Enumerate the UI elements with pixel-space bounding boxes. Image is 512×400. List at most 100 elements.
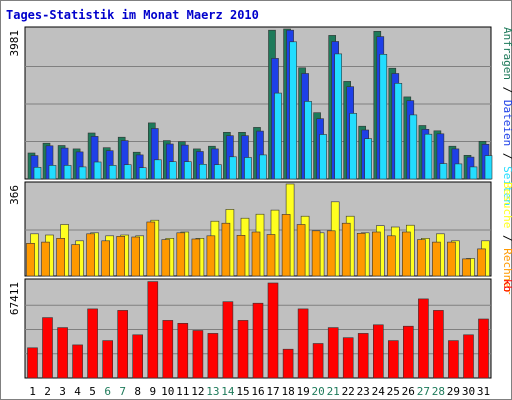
bar-rechner-day-24 <box>371 231 381 277</box>
day-label-31: 31 <box>477 385 490 398</box>
legend-separator: / <box>501 146 512 166</box>
bar-rechner-day-30 <box>462 258 471 277</box>
bar-kb-day-12 <box>192 330 204 379</box>
day-label-14: 14 <box>221 385 235 398</box>
bar-seiten-day-26 <box>409 114 418 180</box>
bar-kb-day-1 <box>27 347 38 379</box>
bar-seiten-day-16 <box>259 154 267 180</box>
bar-seiten-day-11 <box>184 161 192 180</box>
legend-item-kb: kb <box>501 279 512 292</box>
day-label-17: 17 <box>266 385 279 398</box>
bar-rechner-day-11 <box>176 232 186 277</box>
legend-item-anfragen: Anfragen <box>501 27 512 80</box>
bar-kb-day-21 <box>327 327 339 379</box>
legend-separator: / <box>501 228 512 248</box>
bar-rechner-day-10 <box>161 239 171 277</box>
panel-visits-max-label: 366 <box>8 185 21 205</box>
bar-kb-day-19 <box>297 308 309 379</box>
bar-seiten-day-22 <box>349 113 358 180</box>
bar-rechner-day-21 <box>326 230 336 277</box>
bar-kb-day-24 <box>372 324 384 379</box>
legend-visits: Besuche / Rechner <box>501 182 512 295</box>
bar-kb-day-15 <box>237 320 249 379</box>
bar-kb-day-30 <box>463 334 474 379</box>
bar-rechner-day-25 <box>386 235 396 277</box>
bar-rechner-day-27 <box>417 239 426 277</box>
bar-seiten-day-25 <box>394 83 403 180</box>
bar-seiten-day-1 <box>33 167 42 180</box>
panel-volume: 67411 <box>8 278 492 379</box>
bar-rechner-day-15 <box>236 235 246 277</box>
bar-seiten-day-28 <box>439 163 448 180</box>
bar-seiten-day-31 <box>484 155 493 180</box>
day-label-26: 26 <box>402 385 415 398</box>
panel-hits: 3981 <box>8 26 493 180</box>
legend-hits: Anfragen / Dateien / Seiten <box>501 27 512 206</box>
bar-kb-day-11 <box>177 322 189 379</box>
bar-seiten-day-23 <box>364 138 373 180</box>
bar-seiten-day-19 <box>304 101 312 180</box>
bar-seiten-day-5 <box>93 161 102 180</box>
bar-kb-day-9 <box>147 281 159 379</box>
bar-kb-day-22 <box>342 337 354 379</box>
bar-seiten-day-24 <box>379 53 388 180</box>
bar-rechner-day-4 <box>71 244 80 277</box>
bar-kb-day-8 <box>132 334 143 379</box>
bar-rechner-day-23 <box>356 233 366 277</box>
day-label-1: 1 <box>29 385 36 398</box>
bar-kb-day-2 <box>42 317 53 379</box>
bar-rechner-day-19 <box>296 224 306 277</box>
panel-hits-max-label: 3981 <box>8 30 21 57</box>
bar-kb-day-3 <box>57 327 68 379</box>
bar-seiten-day-8 <box>138 167 147 180</box>
day-label-22: 22 <box>342 385 355 398</box>
day-label-27: 27 <box>417 385 430 398</box>
panel-visits: 366 <box>8 181 492 277</box>
bar-seiten-day-2 <box>48 165 57 180</box>
bar-kb-day-18 <box>282 348 294 379</box>
bar-rechner-day-2 <box>41 241 50 277</box>
bar-seiten-day-4 <box>78 166 87 180</box>
panel-volume-max-label: 67411 <box>8 282 21 315</box>
bar-rechner-day-5 <box>86 233 95 277</box>
bar-rechner-day-9 <box>146 221 156 277</box>
day-label-18: 18 <box>281 385 294 398</box>
legend-item-rechner: Rechner <box>501 248 512 295</box>
day-label-28: 28 <box>432 385 445 398</box>
legend-separator: / <box>501 80 512 100</box>
bar-kb-day-16 <box>252 302 264 379</box>
day-label-29: 29 <box>447 385 460 398</box>
bar-rechner-day-31 <box>477 248 486 277</box>
bar-kb-day-13 <box>207 333 219 379</box>
day-label-6: 6 <box>104 385 111 398</box>
bar-seiten-day-30 <box>469 166 478 180</box>
bar-rechner-day-20 <box>311 230 321 277</box>
day-label-15: 15 <box>236 385 249 398</box>
day-label-3: 3 <box>59 385 66 398</box>
legend-item-seiten: Seiten <box>501 166 512 206</box>
day-label-25: 25 <box>387 385 400 398</box>
day-label-20: 20 <box>311 385 324 398</box>
bar-kb-day-14 <box>222 301 234 379</box>
bar-seiten-day-12 <box>199 164 207 180</box>
bar-seiten-day-10 <box>169 161 177 180</box>
bar-rechner-day-22 <box>341 222 351 277</box>
bar-rechner-day-1 <box>26 243 35 277</box>
bar-kb-day-25 <box>387 340 399 379</box>
bar-kb-day-4 <box>72 344 83 379</box>
bar-seiten-day-20 <box>319 134 327 180</box>
bar-kb-day-28 <box>433 310 444 379</box>
bar-kb-day-31 <box>478 318 489 379</box>
bar-kb-day-27 <box>418 298 429 379</box>
bar-seiten-day-14 <box>229 156 237 180</box>
bar-rechner-day-18 <box>281 214 291 277</box>
day-label-4: 4 <box>74 385 81 398</box>
bar-seiten-day-15 <box>244 157 252 180</box>
bar-rechner-day-12 <box>191 238 201 277</box>
legend-item-dateien: Dateien <box>501 100 512 146</box>
bar-rechner-day-6 <box>101 240 110 277</box>
bar-seiten-day-17 <box>274 92 282 180</box>
